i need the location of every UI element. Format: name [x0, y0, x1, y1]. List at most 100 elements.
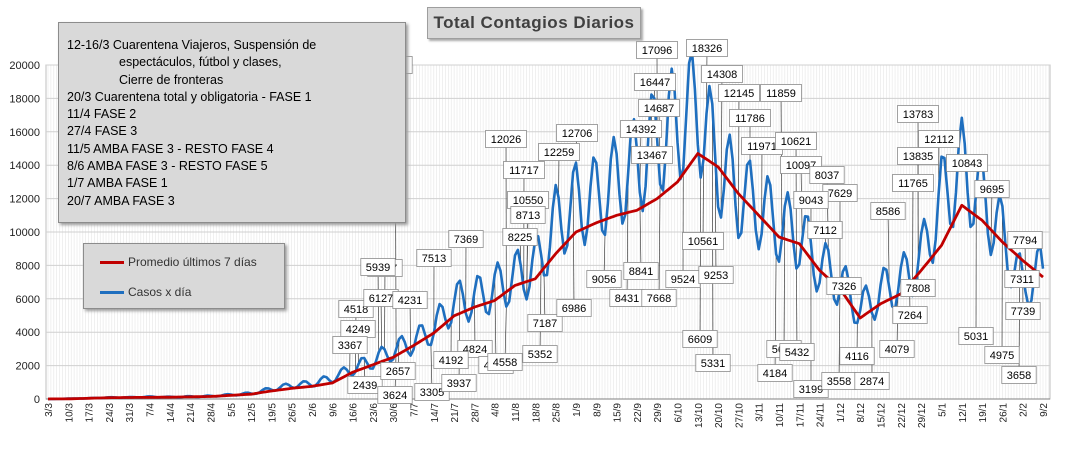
- data-label: 10561: [688, 236, 719, 248]
- data-label-leader: [783, 206, 786, 350]
- annotation-line: 11/5 AMBA FASE 3 - RESTO FASE 4: [67, 141, 274, 156]
- data-label-box: [809, 166, 845, 184]
- data-label-box: [347, 376, 383, 394]
- x-axis-ticks: 3/3 10/3 17/3 24/3 31/3 7/4 14/4 21/4 28/4 5/5 12/…: [44, 403, 1050, 428]
- data-label-box: [870, 202, 906, 220]
- data-label-box: [695, 354, 731, 372]
- y-tick-label: 0: [34, 394, 40, 406]
- data-label-box: [522, 345, 558, 363]
- data-label: 3658: [1007, 370, 1031, 382]
- data-label-leader: [699, 177, 702, 340]
- data-label: 5031: [964, 331, 988, 343]
- data-label-box: [638, 99, 680, 117]
- data-label: 3367: [338, 340, 362, 352]
- data-label-leader: [796, 268, 798, 353]
- data-label-leader: [504, 306, 507, 363]
- data-label-box: [538, 143, 580, 161]
- data-label-box: [380, 362, 416, 380]
- annotation-line: 1/7 AMBA FASE 1: [67, 176, 168, 191]
- data-label: 5939: [366, 262, 390, 274]
- data-label: 2439: [353, 380, 377, 392]
- data-label: 7794: [1013, 235, 1037, 247]
- data-label-box: [984, 346, 1020, 364]
- data-label-leader: [658, 184, 661, 299]
- x-tick-label: 9/6: [328, 403, 339, 417]
- x-tick-label: 24/3: [105, 403, 116, 423]
- x-tick-label: 14/4: [166, 403, 177, 423]
- x-tick-label: 29/9: [653, 403, 664, 423]
- data-label-box: [826, 277, 862, 295]
- data-label-box: [586, 270, 622, 288]
- data-label: 9043: [799, 195, 823, 207]
- data-label: 4192: [439, 355, 463, 367]
- y-tick-label: 18000: [9, 93, 40, 105]
- x-tick-label: 29/12: [917, 403, 928, 428]
- data-label: 7513: [422, 253, 446, 265]
- data-label: 5432: [785, 347, 809, 359]
- data-label-box: [760, 84, 802, 102]
- data-label-box: [775, 132, 817, 150]
- data-label-box: [701, 65, 743, 83]
- annotation-line: 20/7 AMBA FASE 3: [67, 193, 175, 208]
- data-label-box: [620, 120, 662, 138]
- y-tick-label: 12000: [9, 194, 40, 206]
- data-label-box: [718, 84, 760, 102]
- data-label-box: [433, 351, 469, 369]
- data-label-leader: [838, 290, 841, 382]
- annotation-line: 20/3 Cuarentena total y obligatoria - FA…: [67, 89, 312, 104]
- data-label: 17096: [642, 45, 673, 57]
- data-label-box: [1007, 231, 1043, 249]
- data-label: 3199: [799, 384, 823, 396]
- data-label-box: [892, 306, 928, 324]
- data-label: 2874: [860, 376, 884, 388]
- annotation-line: Cierre de fronteras: [119, 72, 224, 87]
- data-label: 4824: [463, 344, 487, 356]
- annotation-line: espectáculos, fútbol y clases,: [119, 55, 282, 70]
- x-tick-label: 27/10: [734, 403, 745, 428]
- data-label-box: [686, 39, 728, 57]
- data-label: 12259: [544, 147, 575, 159]
- data-label: 4558: [493, 357, 517, 369]
- y-tick-label: 20000: [9, 60, 40, 72]
- data-label-box: [854, 372, 890, 390]
- data-label: 6127: [369, 293, 393, 305]
- data-label-box: [682, 330, 718, 348]
- data-label-box: [698, 266, 734, 284]
- data-label-box: [556, 124, 598, 142]
- data-label: 12112: [924, 134, 954, 146]
- data-label-box: [1004, 270, 1040, 288]
- x-tick-label: 8/12: [856, 403, 867, 423]
- x-tick-label: 5/5: [227, 403, 238, 417]
- x-tick-label: 17/3: [85, 403, 96, 423]
- data-label: 9056: [592, 274, 616, 286]
- data-label: 9695: [980, 184, 1004, 196]
- data-label: 6609: [688, 334, 712, 346]
- x-tick-label: 26/5: [288, 403, 299, 423]
- legend-label-promedio: Promedio últimos 7 días: [128, 255, 257, 269]
- x-tick-label: 30/6: [389, 403, 400, 423]
- data-label-box: [1001, 366, 1037, 384]
- data-label: 8037: [815, 170, 839, 182]
- data-label: 3305: [420, 387, 444, 399]
- data-label: 11765: [898, 178, 928, 190]
- data-label: 11786: [735, 113, 765, 125]
- y-tick-label: 2000: [16, 361, 40, 373]
- data-label: 2657: [386, 366, 410, 378]
- data-label: 7264: [898, 310, 922, 322]
- data-label-box: [631, 146, 673, 164]
- x-tick-label: 17/11: [795, 403, 806, 428]
- annotations-box: 12-16/3 Cuarentena Viajeros, Suspensión …: [58, 22, 406, 223]
- data-label-box: [897, 105, 939, 123]
- data-label-box: [958, 327, 994, 345]
- x-tick-label: 3/3: [44, 403, 55, 417]
- data-label: 4116: [845, 351, 869, 363]
- data-label: 18326: [692, 43, 723, 55]
- data-label-leader: [887, 210, 890, 288]
- x-tick-label: 7/4: [146, 403, 157, 417]
- data-label: 16447: [640, 77, 671, 89]
- data-label: 3937: [447, 378, 471, 390]
- data-label-box: [332, 336, 368, 354]
- chart-title: Total Contagios Diarios: [427, 7, 641, 39]
- x-tick-label: 6/10: [673, 403, 684, 423]
